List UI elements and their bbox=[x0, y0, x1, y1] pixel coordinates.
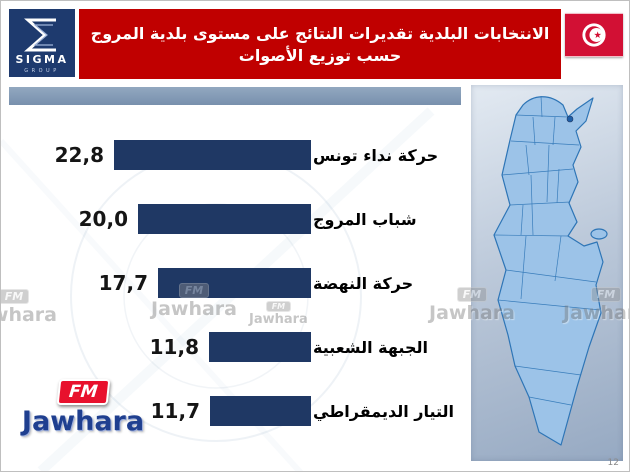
chart-row: 11,8 الجبهة الشعبية bbox=[9, 315, 465, 379]
bar-label: حركة نداء تونس bbox=[313, 145, 439, 165]
bar-value: 11,8 bbox=[149, 335, 199, 359]
bar-label: حركة النهضة bbox=[313, 273, 414, 293]
divider-band bbox=[9, 87, 461, 105]
slide-title-line1: الانتخابات البلدية تقديرات النتائج على م… bbox=[90, 23, 550, 43]
bar-value: 17,7 bbox=[98, 271, 148, 295]
tunisia-flag-icon bbox=[565, 13, 623, 57]
bar bbox=[138, 204, 311, 234]
jawhara-wordmark: Jawhara bbox=[21, 406, 145, 437]
fm-badge: FM bbox=[56, 379, 110, 405]
chart-row: 20,0 شباب المروج bbox=[9, 187, 465, 251]
bar bbox=[114, 140, 311, 170]
jawhara-fm-logo: FM Jawhara bbox=[13, 379, 153, 437]
bar-value: 20,0 bbox=[78, 207, 128, 231]
map-panel bbox=[471, 85, 623, 461]
chart-row: 11,7 التيار الديمقراطي bbox=[9, 379, 465, 443]
bar-value: 11,7 bbox=[150, 399, 200, 423]
bar-value: 22,8 bbox=[54, 143, 104, 167]
chart-row: 22,8 حركة نداء تونس bbox=[9, 123, 465, 187]
title-banner: الانتخابات البلدية تقديرات النتائج على م… bbox=[79, 9, 561, 79]
sigma-icon: SIGMA GROUP bbox=[9, 9, 75, 77]
chart-row: 17,7 حركة النهضة bbox=[9, 251, 465, 315]
bar bbox=[158, 268, 311, 298]
bar bbox=[210, 396, 311, 426]
slide-title-line2: حسب توزيع الأصوات bbox=[238, 45, 402, 65]
sigma-wordmark: SIGMA bbox=[15, 53, 68, 66]
tunisia-map bbox=[493, 95, 608, 446]
bar-chart: 22,8 حركة نداء تونس 20,0 شباب المروج 17,… bbox=[9, 123, 465, 443]
highlighted-municipality-marker bbox=[566, 115, 574, 123]
bar-label: الجبهة الشعبية bbox=[313, 337, 428, 357]
bar-label: شباب المروج bbox=[313, 209, 417, 229]
bar bbox=[209, 332, 311, 362]
page-number: 12 bbox=[607, 458, 619, 468]
sigma-logo: SIGMA GROUP bbox=[9, 9, 75, 77]
bar-label: التيار الديمقراطي bbox=[313, 401, 455, 421]
sigma-sub-wordmark: GROUP bbox=[24, 68, 59, 74]
